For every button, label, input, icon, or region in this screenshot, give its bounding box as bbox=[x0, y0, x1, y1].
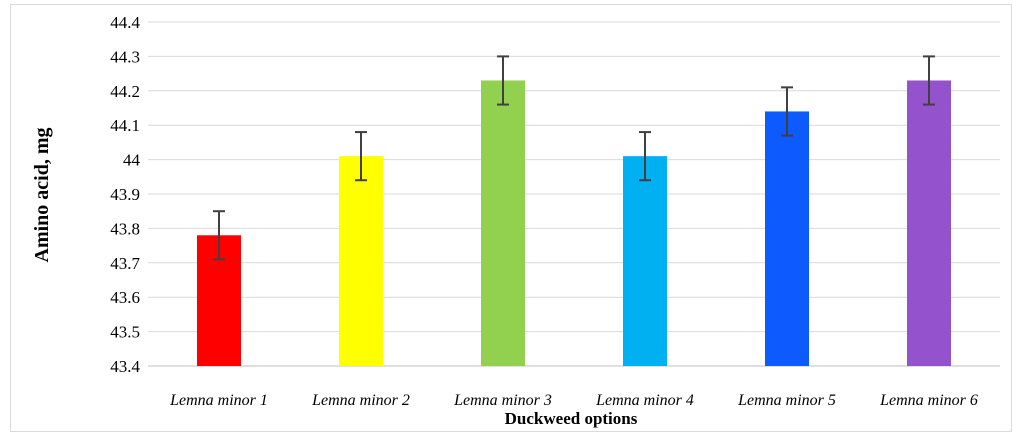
y-tick-label: 43.7 bbox=[110, 254, 140, 273]
y-tick-label: 44.1 bbox=[110, 116, 140, 135]
category-label: Lemna minor 6 bbox=[879, 392, 978, 409]
error-bar bbox=[213, 210, 225, 261]
category-labels: Lemna minor 1 Lemna minor 2 Lemna minor 3 L… bbox=[169, 392, 978, 409]
category-label: Lemna minor 5 bbox=[737, 392, 836, 409]
y-axis-title: Amino acid, mg bbox=[31, 128, 53, 263]
error-bar bbox=[923, 55, 935, 106]
y-tick-label: 44.2 bbox=[110, 82, 140, 101]
error-bar bbox=[639, 131, 651, 182]
y-tick-label: 43.9 bbox=[110, 185, 140, 204]
y-tick-label: 44 bbox=[123, 151, 141, 170]
error-bar bbox=[355, 131, 367, 182]
bar bbox=[481, 80, 525, 366]
bar bbox=[765, 111, 809, 366]
error-bar bbox=[497, 55, 509, 106]
error-bar bbox=[781, 86, 793, 137]
gridlines bbox=[148, 21, 1000, 367]
y-tick-labels: 43.4 43.5 43.6 43.7 43.8 43.9 44 44.1 44.2 44.3 44… bbox=[110, 13, 140, 376]
bars bbox=[197, 80, 951, 366]
y-tick-label: 44.3 bbox=[110, 47, 140, 66]
bar bbox=[907, 80, 951, 366]
category-label: Lemna minor 2 bbox=[311, 392, 410, 409]
y-tick-label: 43.8 bbox=[110, 219, 140, 238]
x-axis-title: Duckweed options bbox=[505, 409, 638, 428]
category-label: Lemna minor 3 bbox=[453, 392, 552, 409]
error-bars bbox=[213, 55, 935, 261]
bar bbox=[339, 156, 383, 366]
y-tick-label: 43.5 bbox=[110, 323, 140, 342]
category-label: Lemna minor 1 bbox=[169, 392, 268, 409]
y-tick-label: 43.4 bbox=[110, 357, 140, 376]
bar bbox=[623, 156, 667, 366]
y-tick-label: 43.6 bbox=[110, 288, 140, 307]
y-tick-label: 44.4 bbox=[110, 13, 140, 32]
category-label: Lemna minor 4 bbox=[595, 392, 694, 409]
